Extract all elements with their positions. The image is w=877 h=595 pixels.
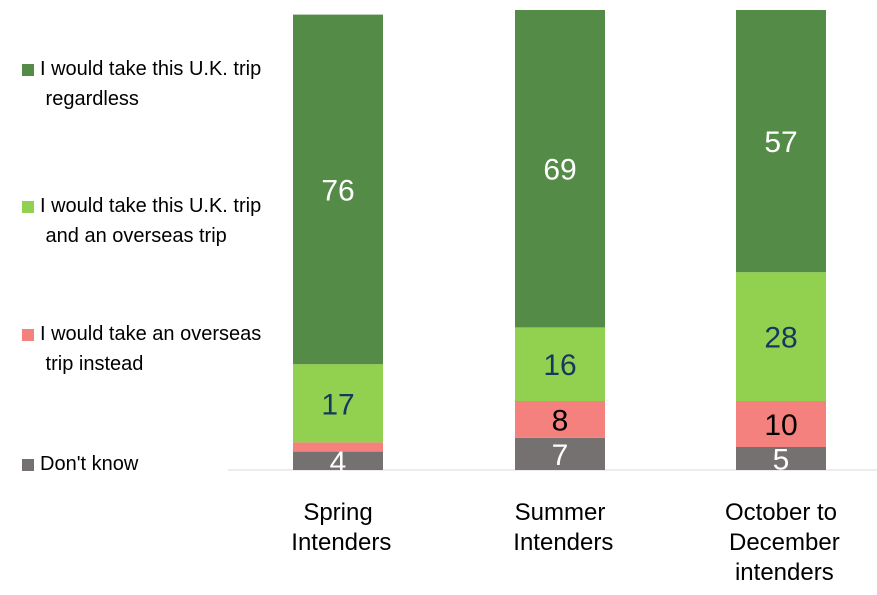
bar-segment bbox=[736, 401, 826, 447]
legend-label: I would take this U.K. trip regardless bbox=[40, 58, 261, 110]
data-label: 8 bbox=[552, 404, 569, 437]
data-label: 5 bbox=[773, 444, 790, 477]
bar-segment bbox=[293, 451, 383, 470]
bar-segment bbox=[515, 10, 605, 328]
legend-swatch bbox=[22, 201, 34, 213]
data-label: 10 bbox=[764, 409, 797, 442]
bar-segment bbox=[293, 14, 383, 365]
bar-segment bbox=[515, 327, 605, 401]
legend-label: I would take an overseas trip instead bbox=[40, 323, 261, 375]
data-label: 17 bbox=[321, 388, 354, 421]
legend-swatch bbox=[22, 329, 34, 341]
bar-segment bbox=[515, 401, 605, 438]
legend-swatch bbox=[22, 459, 34, 471]
data-label: 4 bbox=[330, 446, 347, 479]
bar-segment bbox=[515, 437, 605, 470]
bar-segment bbox=[736, 447, 826, 470]
data-label: 69 bbox=[543, 154, 576, 187]
data-label: 16 bbox=[543, 349, 576, 382]
bar-segment bbox=[736, 272, 826, 401]
data-label: 7 bbox=[552, 439, 569, 472]
legend-swatch bbox=[22, 64, 34, 76]
data-label: 28 bbox=[764, 322, 797, 355]
x-tick-label: October to December intenders bbox=[722, 499, 839, 586]
bar-segment bbox=[736, 10, 826, 273]
x-tick-label: Summer Intenders bbox=[507, 499, 614, 556]
bar-segment bbox=[293, 442, 383, 452]
bar-segment bbox=[293, 364, 383, 443]
legend-label: Don't know bbox=[40, 453, 139, 475]
data-label: 57 bbox=[764, 126, 797, 159]
data-label: 76 bbox=[321, 174, 354, 207]
x-tick-label: Spring Intenders bbox=[285, 499, 392, 556]
legend-label: I would take this U.K. trip and an overs… bbox=[40, 195, 261, 247]
